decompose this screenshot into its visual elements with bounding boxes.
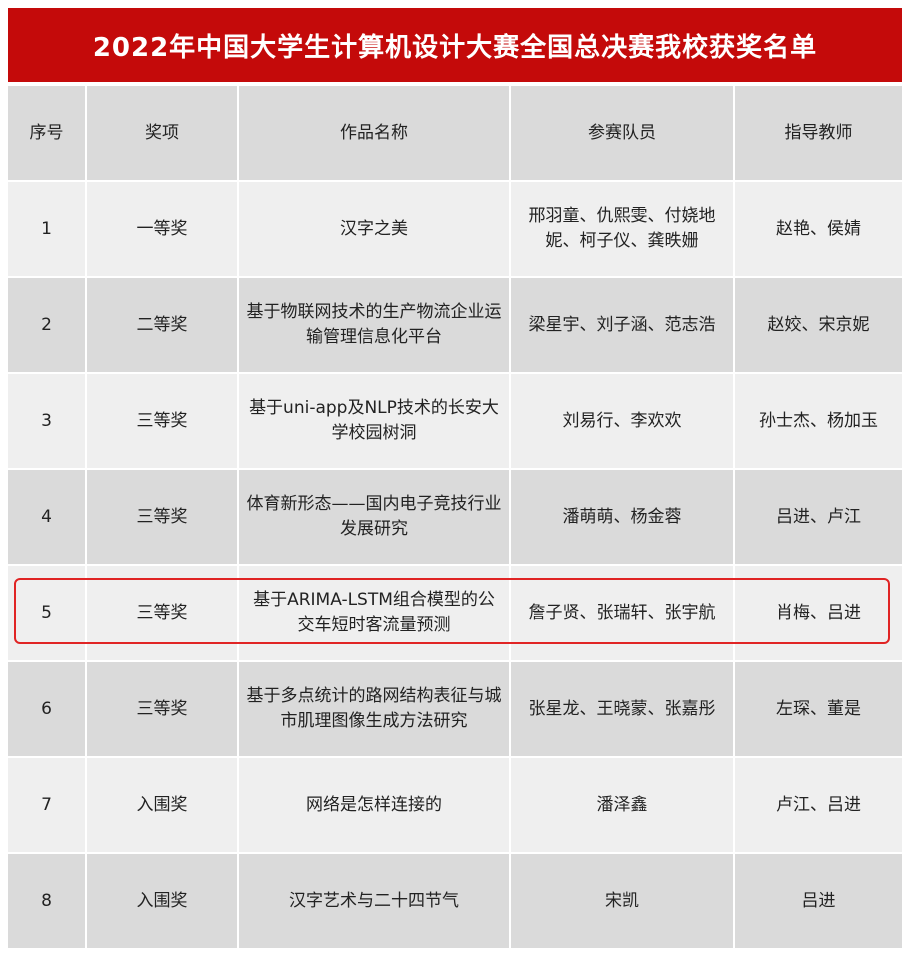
header-advisors: 指导教师: [735, 86, 902, 180]
cell-advisors: 肖梅、吕进: [735, 566, 902, 660]
cell-work-name: 基于uni-app及NLP技术的长安大学校园树洞: [239, 374, 509, 468]
cell-work-name: 汉字之美: [239, 182, 509, 276]
header-work-name: 作品名称: [239, 86, 509, 180]
cell-advisors: 吕进、卢江: [735, 470, 902, 564]
cell-index: 7: [8, 758, 85, 852]
cell-work-name: 基于物联网技术的生产物流企业运输管理信息化平台: [239, 278, 509, 372]
header-index: 序号: [8, 86, 85, 180]
cell-team-members: 詹子贤、张瑞轩、张宇航: [511, 566, 733, 660]
cell-advisors: 赵姣、宋京妮: [735, 278, 902, 372]
cell-award: 三等奖: [87, 566, 237, 660]
cell-work-name: 基于ARIMA-LSTM组合模型的公交车短时客流量预测: [239, 566, 509, 660]
cell-advisors: 左琛、董是: [735, 662, 902, 756]
cell-work-name: 基于多点统计的路网结构表征与城市肌理图像生成方法研究: [239, 662, 509, 756]
cell-work-name: 汉字艺术与二十四节气: [239, 854, 509, 948]
cell-team-members: 潘泽鑫: [511, 758, 733, 852]
cell-index: 3: [8, 374, 85, 468]
table-row: 3 三等奖 基于uni-app及NLP技术的长安大学校园树洞 刘易行、李欢欢 孙士杰、杨…: [8, 374, 902, 468]
table-row: 4 三等奖 体育新形态——国内电子竞技行业发展研究 潘萌萌、杨金蓉 吕进、卢江: [8, 470, 902, 564]
table-row: 7 入围奖 网络是怎样连接的 潘泽鑫 卢江、吕进: [8, 758, 902, 852]
cell-team-members: 邢羽童、仇熙雯、付娆地妮、柯子仪、龚昳姗: [511, 182, 733, 276]
table-row: 2 二等奖 基于物联网技术的生产物流企业运输管理信息化平台 梁星宇、刘子涵、范志浩 赵姣…: [8, 278, 902, 372]
cell-award: 三等奖: [87, 374, 237, 468]
cell-work-name: 网络是怎样连接的: [239, 758, 509, 852]
cell-award: 入围奖: [87, 854, 237, 948]
cell-award: 三等奖: [87, 662, 237, 756]
cell-index: 1: [8, 182, 85, 276]
cell-team-members: 宋凯: [511, 854, 733, 948]
page-title: 2022年中国大学生计算机设计大赛全国总决赛我校获奖名单: [8, 8, 902, 82]
cell-team-members: 潘萌萌、杨金蓉: [511, 470, 733, 564]
cell-advisors: 卢江、吕进: [735, 758, 902, 852]
cell-award: 三等奖: [87, 470, 237, 564]
cell-team-members: 梁星宇、刘子涵、范志浩: [511, 278, 733, 372]
header-team-members: 参赛队员: [511, 86, 733, 180]
cell-team-members: 张星龙、王晓蒙、张嘉彤: [511, 662, 733, 756]
cell-index: 6: [8, 662, 85, 756]
cell-award: 一等奖: [87, 182, 237, 276]
cell-award: 二等奖: [87, 278, 237, 372]
cell-award: 入围奖: [87, 758, 237, 852]
cell-index: 8: [8, 854, 85, 948]
cell-work-name: 体育新形态——国内电子竞技行业发展研究: [239, 470, 509, 564]
cell-index: 2: [8, 278, 85, 372]
cell-index: 4: [8, 470, 85, 564]
table-row: 5 三等奖 基于ARIMA-LSTM组合模型的公交车短时客流量预测 詹子贤、张瑞轩、张…: [8, 566, 902, 660]
header-award: 奖项: [87, 86, 237, 180]
cell-advisors: 吕进: [735, 854, 902, 948]
table-header-row: 序号 奖项 作品名称 参赛队员 指导教师: [8, 86, 902, 180]
award-table: 序号 奖项 作品名称 参赛队员 指导教师 1 一等奖 汉字之美 邢羽童、仇熙雯、付娆地…: [6, 84, 904, 950]
cell-index: 5: [8, 566, 85, 660]
cell-team-members: 刘易行、李欢欢: [511, 374, 733, 468]
cell-advisors: 孙士杰、杨加玉: [735, 374, 902, 468]
cell-advisors: 赵艳、侯婧: [735, 182, 902, 276]
table-row: 1 一等奖 汉字之美 邢羽童、仇熙雯、付娆地妮、柯子仪、龚昳姗 赵艳、侯婧: [8, 182, 902, 276]
table-row: 8 入围奖 汉字艺术与二十四节气 宋凯 吕进: [8, 854, 902, 948]
table-row: 6 三等奖 基于多点统计的路网结构表征与城市肌理图像生成方法研究 张星龙、王晓蒙、张嘉…: [8, 662, 902, 756]
